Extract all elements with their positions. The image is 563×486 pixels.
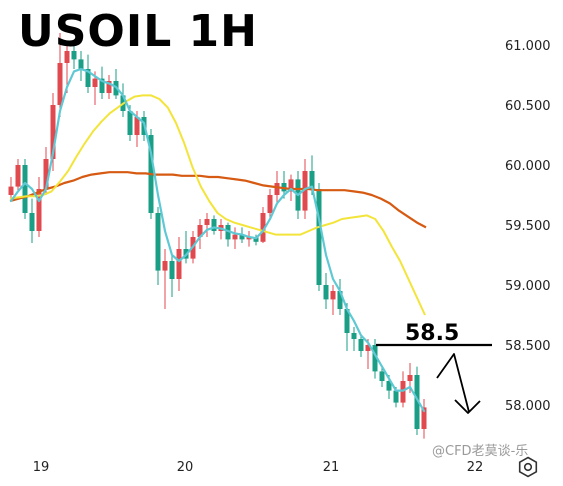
y-tick-label: 60.500 — [505, 99, 551, 114]
candle-body — [232, 234, 238, 240]
candle-body — [78, 59, 84, 69]
x-tick-label: 20 — [177, 460, 194, 475]
hexagon-gear-icon[interactable] — [517, 456, 539, 478]
candle-body — [407, 375, 413, 381]
candle-body — [92, 78, 98, 87]
x-tick-label: 22 — [467, 460, 484, 475]
candle-body — [253, 237, 259, 242]
candle-body — [379, 371, 385, 381]
candle-body — [176, 249, 182, 279]
candle-body — [372, 345, 378, 372]
candle-body — [260, 213, 266, 242]
candle-body — [8, 186, 14, 195]
candle-body — [344, 309, 350, 333]
chart-title: USOIL 1H — [18, 6, 258, 57]
candle-body — [127, 111, 133, 135]
candle-body — [239, 234, 245, 240]
candle-body — [36, 189, 42, 231]
x-axis: 19 20 21 22 — [33, 460, 484, 475]
watermark: @CFD老莫谈-乐 — [432, 444, 529, 459]
y-tick-label: 59.000 — [505, 279, 551, 294]
candle-body — [106, 81, 112, 93]
candle-body — [288, 179, 294, 192]
y-tick-label: 59.500 — [505, 219, 551, 234]
candle-body — [414, 375, 420, 429]
candle-body — [15, 165, 21, 187]
candle-body — [43, 159, 49, 189]
candle-body — [421, 407, 427, 429]
candle-body — [57, 63, 63, 105]
y-tick-label: 60.000 — [505, 159, 551, 174]
level-label: 58.5 — [405, 321, 459, 346]
candle-body — [29, 213, 35, 231]
down-arrow-icon — [436, 353, 470, 413]
candle-body — [302, 171, 308, 211]
ma-mid-line — [9, 94, 426, 316]
candle-body — [337, 291, 343, 309]
ma-fast-line — [9, 67, 426, 413]
candle-body — [351, 333, 357, 339]
candle-body — [323, 285, 329, 300]
candle-body — [400, 381, 406, 403]
x-tick-label: 21 — [323, 460, 340, 475]
candle-body — [50, 105, 56, 159]
candle-body — [211, 219, 217, 231]
candle-body — [267, 195, 273, 213]
candle-body — [197, 225, 203, 237]
candle-body — [393, 390, 399, 403]
candle-body — [169, 261, 175, 279]
y-tick-label: 58.000 — [505, 399, 551, 414]
candle-body — [316, 189, 322, 285]
x-tick-label: 19 — [33, 460, 50, 475]
candle-body — [155, 213, 161, 271]
candle-body — [386, 381, 392, 391]
y-axis: 61.000 60.500 60.000 59.500 59.000 58.500 58.0… — [505, 39, 551, 414]
candle-body — [71, 51, 77, 60]
y-tick-label: 61.000 — [505, 39, 551, 54]
annotation-layer: 58.5 — [376, 321, 492, 414]
candle-body — [204, 219, 210, 225]
y-tick-label: 58.500 — [505, 339, 551, 354]
candle-body — [85, 69, 91, 87]
ma-slow-line — [9, 171, 427, 229]
candle-body — [22, 165, 28, 213]
candle-body — [365, 345, 371, 351]
candle-body — [64, 51, 70, 63]
arrowhead-icon — [454, 399, 481, 414]
candle-body — [309, 171, 315, 189]
candle-body — [246, 237, 252, 240]
candle-body — [99, 78, 105, 93]
candle-body — [162, 261, 168, 271]
candle-body — [134, 117, 140, 135]
candle-body — [330, 291, 336, 300]
candles-layer — [8, 33, 427, 439]
candle-body — [225, 225, 231, 240]
moving-averages-layer — [9, 67, 427, 413]
candle-body — [274, 183, 280, 195]
candle-body — [358, 339, 364, 351]
